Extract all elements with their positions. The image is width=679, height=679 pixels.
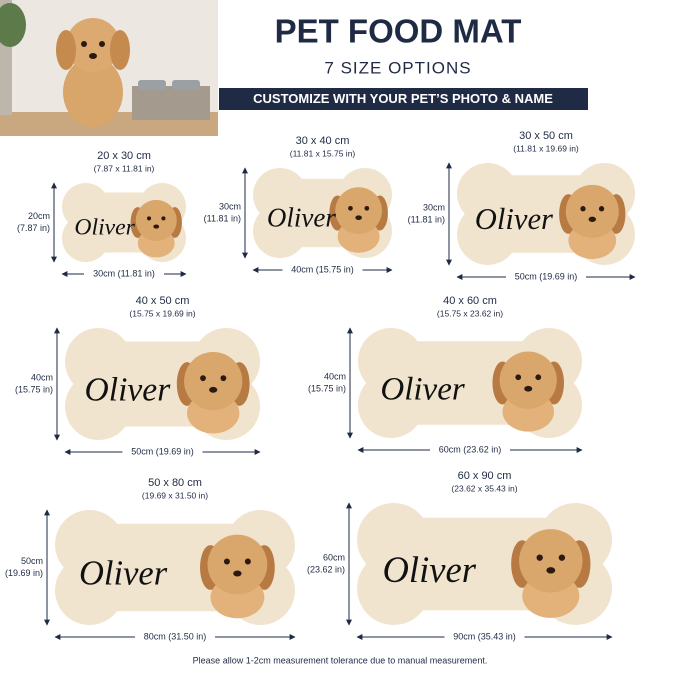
height-label: 40cm bbox=[324, 371, 346, 381]
size-label: 30 x 40 cm bbox=[296, 135, 350, 147]
height-label: 50cm bbox=[21, 556, 43, 566]
width-label: 30cm (11.81 in) bbox=[93, 268, 155, 278]
size-inches: (7.87 x 11.81 in) bbox=[94, 163, 155, 173]
width-label: 60cm (23.62 in) bbox=[439, 444, 502, 454]
pet-name: Oliver bbox=[74, 214, 135, 240]
size-inches: (19.69 x 31.50 in) bbox=[142, 490, 208, 500]
dog-head bbox=[207, 534, 268, 595]
mat-lobe bbox=[358, 372, 424, 438]
dog-nose bbox=[209, 386, 218, 393]
dog-nose bbox=[588, 216, 596, 222]
dog-eye bbox=[580, 206, 586, 212]
dog-eye bbox=[220, 375, 227, 382]
dog-eye bbox=[348, 205, 353, 211]
height-label: 20cm bbox=[28, 211, 50, 221]
width-label-bg bbox=[135, 631, 215, 643]
dog-nose bbox=[546, 567, 556, 574]
dog-eye bbox=[536, 554, 543, 561]
size-inches: (15.75 x 19.69 in) bbox=[129, 308, 195, 318]
dog-eye bbox=[558, 554, 566, 561]
size-label: 40 x 50 cm bbox=[136, 295, 190, 307]
height-inches: (11.81 in) bbox=[408, 214, 445, 224]
title: PET FOOD MAT bbox=[275, 13, 522, 50]
mat: Oliver bbox=[253, 168, 392, 258]
width-label-bg bbox=[444, 631, 525, 643]
dog-head bbox=[565, 184, 619, 238]
dog-nose bbox=[153, 224, 160, 229]
pet-name: Oliver bbox=[380, 371, 464, 407]
dog-head bbox=[335, 187, 383, 235]
dog-eye bbox=[364, 205, 370, 211]
width-label: 90cm (35.43 in) bbox=[453, 631, 516, 641]
mat-lobe bbox=[61, 214, 110, 262]
footer-note: Please allow 1-2cm measurement tolerance… bbox=[193, 655, 488, 665]
size-label: 20 x 30 cm bbox=[97, 150, 151, 162]
banner-bg bbox=[219, 88, 588, 110]
height-label: 60cm bbox=[323, 552, 345, 562]
dog-head bbox=[499, 351, 557, 409]
width-label: 80cm (31.50 in) bbox=[144, 631, 207, 641]
dog-nose bbox=[233, 570, 242, 577]
size-label: 60 x 90 cm bbox=[458, 470, 512, 482]
width-label-bg bbox=[430, 444, 510, 456]
height-label: 30cm bbox=[423, 202, 445, 212]
pet-name: Oliver bbox=[267, 202, 336, 232]
dog-nose bbox=[355, 215, 362, 221]
pet-name: Oliver bbox=[383, 549, 477, 590]
dog-eye bbox=[146, 216, 152, 221]
width-label-bg bbox=[282, 264, 363, 276]
pet-name: Oliver bbox=[85, 372, 172, 409]
mat-lobe bbox=[457, 203, 519, 265]
mat: Oliver bbox=[55, 510, 295, 625]
banner: CUSTOMIZE WITH YOUR PET’S PHOTO & NAME bbox=[253, 91, 553, 106]
height-label: 30cm bbox=[219, 201, 241, 211]
size-label: 50 x 80 cm bbox=[148, 477, 202, 489]
dog-eye bbox=[598, 206, 605, 212]
dog-head bbox=[184, 351, 243, 411]
height-inches: (11.81 in) bbox=[204, 213, 241, 223]
width-label: 40cm (15.75 in) bbox=[291, 264, 354, 274]
size-label: 40 x 60 cm bbox=[443, 295, 497, 307]
height-inches: (15.75 in) bbox=[308, 383, 346, 393]
width-label: 50cm (19.69 in) bbox=[515, 271, 578, 281]
dog-eye bbox=[223, 558, 230, 565]
mat: Oliver bbox=[61, 183, 186, 262]
width-label-bg bbox=[84, 268, 164, 280]
dog-eye bbox=[535, 374, 542, 381]
height-inches: (7.87 in) bbox=[17, 223, 50, 233]
dog-head bbox=[519, 529, 583, 593]
subtitle: 7 SIZE OPTIONS bbox=[324, 58, 471, 77]
size-inches: (11.81 x 15.75 in) bbox=[290, 148, 356, 158]
height-inches: (19.69 in) bbox=[5, 568, 43, 578]
mat-lobe bbox=[55, 556, 124, 625]
mat-lobe bbox=[65, 372, 133, 440]
dog-nose bbox=[524, 385, 533, 392]
mat: Oliver bbox=[457, 163, 636, 265]
mat: Oliver bbox=[358, 328, 582, 438]
width-label: 50cm (19.69 in) bbox=[131, 446, 194, 456]
size-label: 30 x 50 cm bbox=[519, 130, 573, 142]
mat: Oliver bbox=[357, 502, 613, 626]
dog-eye bbox=[161, 216, 166, 221]
dog-eye bbox=[244, 558, 251, 565]
size-inches: (11.81 x 19.69 in) bbox=[513, 143, 579, 153]
size-inches: (23.62 x 35.43 in) bbox=[451, 483, 517, 493]
product-photo bbox=[0, 0, 218, 136]
height-inches: (15.75 in) bbox=[15, 384, 53, 394]
mat-lobe bbox=[357, 551, 431, 626]
mat-lobe bbox=[253, 204, 307, 258]
dog-eye bbox=[515, 374, 522, 381]
size-inches: (15.75 x 23.62 in) bbox=[437, 308, 503, 318]
width-label-bg bbox=[506, 271, 586, 283]
pet-name: Oliver bbox=[79, 555, 168, 593]
pet-name: Oliver bbox=[475, 202, 553, 236]
mat: Oliver bbox=[65, 328, 260, 440]
dog-eye bbox=[200, 375, 206, 382]
dog-head bbox=[135, 199, 177, 241]
height-inches: (23.62 in) bbox=[307, 564, 345, 574]
width-label-bg bbox=[122, 446, 203, 458]
height-label: 40cm bbox=[31, 372, 53, 382]
